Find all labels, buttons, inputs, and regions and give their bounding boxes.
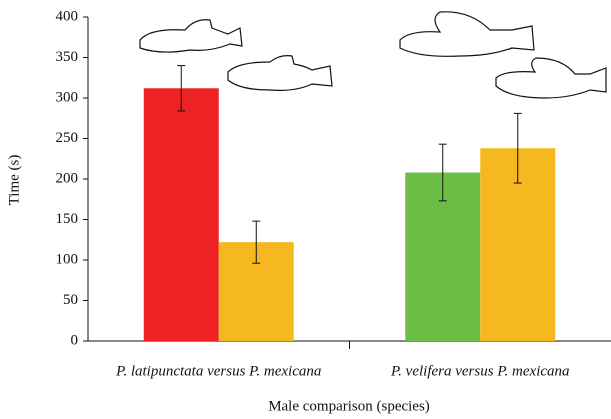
- bar: [144, 88, 219, 341]
- y-tick-label: 100: [56, 251, 79, 267]
- x-tick-label: P. velifera versus P. mexicana: [390, 363, 570, 379]
- x-axis-title: Male comparison (species): [268, 398, 430, 414]
- y-tick-label: 200: [56, 170, 79, 186]
- y-tick-label: 50: [63, 292, 78, 308]
- y-tick-label: 400: [56, 8, 79, 24]
- y-axis-title: Time (s): [6, 155, 22, 206]
- y-tick-label: 0: [71, 332, 79, 348]
- chart: Time (s) Male comparison (species) 0 50 10…: [0, 0, 611, 419]
- y-tick-label: 300: [56, 89, 79, 105]
- y-tick-label: 350: [56, 49, 79, 65]
- y-tick-label: 150: [56, 211, 79, 227]
- x-tick-label: P. latipunctata versus P. mexicana: [115, 363, 321, 379]
- fish-illustrations: [140, 12, 606, 98]
- y-tick-label: 250: [56, 130, 79, 146]
